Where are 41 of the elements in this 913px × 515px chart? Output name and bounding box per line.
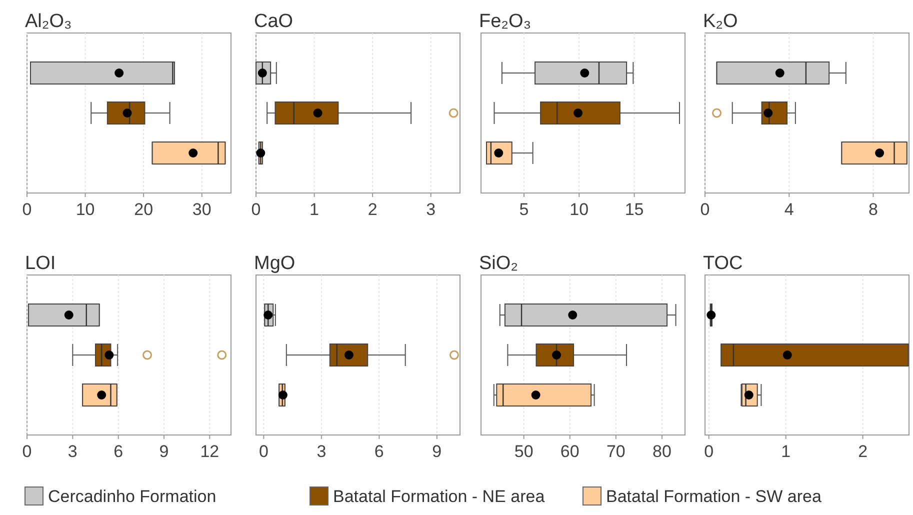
x-tick-label: 50 bbox=[514, 442, 534, 461]
chart-title: SiO₂ bbox=[479, 253, 518, 274]
legend-label: Batatal Formation - SW area bbox=[606, 487, 822, 506]
x-tick-label: 6 bbox=[114, 442, 124, 461]
chart-title: Al₂O₃ bbox=[25, 11, 72, 32]
legend-label: Cercadinho Formation bbox=[48, 487, 216, 506]
x-tick-label: 3 bbox=[316, 442, 326, 461]
x-tick-label: 2 bbox=[368, 200, 378, 219]
x-tick-label: 80 bbox=[652, 442, 672, 461]
legend-label: Batatal Formation - NE area bbox=[333, 487, 546, 506]
chart-title: CaO bbox=[254, 11, 294, 32]
x-tick-label: 0 bbox=[22, 442, 32, 461]
x-tick-label: 0 bbox=[258, 442, 268, 461]
chart-title: K₂O bbox=[703, 11, 738, 32]
x-tick-label: 5 bbox=[519, 200, 529, 219]
chart-title: Fe₂O₃ bbox=[479, 11, 532, 32]
x-tick-label: 15 bbox=[624, 200, 644, 219]
chart-title: MgO bbox=[254, 253, 296, 274]
x-tick-label: 10 bbox=[570, 200, 589, 219]
x-tick-label: 3 bbox=[68, 442, 78, 461]
x-tick-label: 0 bbox=[251, 200, 261, 219]
x-tick-label: 10 bbox=[76, 200, 95, 219]
x-tick-label: 60 bbox=[560, 442, 580, 461]
x-tick-label: 3 bbox=[426, 200, 436, 219]
x-tick-label: 8 bbox=[868, 200, 878, 219]
x-tick-label: 4 bbox=[784, 200, 794, 219]
x-tick-label: 20 bbox=[134, 200, 154, 219]
x-tick-label: 70 bbox=[606, 442, 626, 461]
x-tick-label: 1 bbox=[310, 200, 320, 219]
x-tick-label: 9 bbox=[432, 442, 442, 461]
x-tick-label: 2 bbox=[858, 442, 868, 461]
x-tick-label: 1 bbox=[781, 442, 791, 461]
x-tick-label: 30 bbox=[192, 200, 212, 219]
chart-title: TOC bbox=[703, 253, 743, 274]
x-tick-label: 0 bbox=[704, 442, 714, 461]
chart-title: LOI bbox=[25, 253, 56, 274]
x-tick-label: 12 bbox=[200, 442, 220, 461]
x-tick-label: 6 bbox=[374, 442, 384, 461]
x-tick-label: 0 bbox=[22, 200, 32, 219]
x-tick-label: 9 bbox=[159, 442, 169, 461]
x-tick-label: 0 bbox=[700, 200, 710, 219]
